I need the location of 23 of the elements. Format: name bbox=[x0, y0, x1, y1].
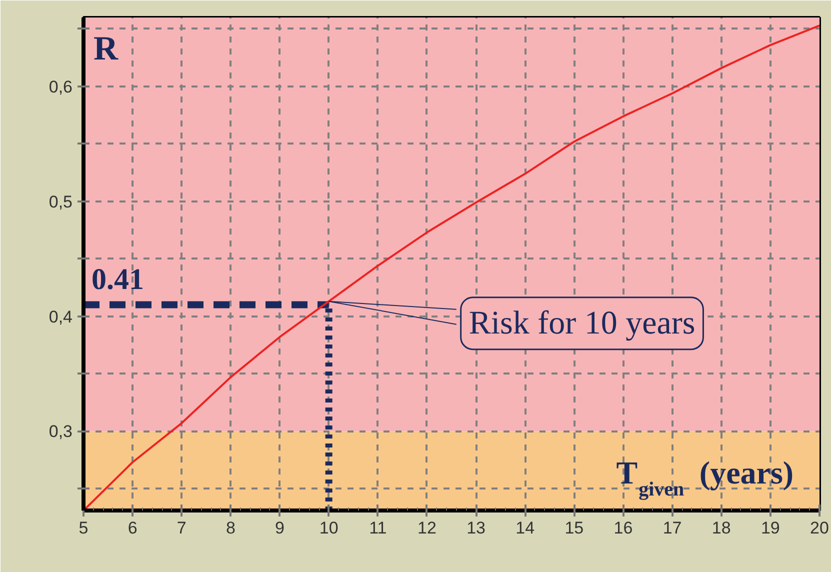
y-tick-label: 0,4 bbox=[48, 307, 73, 326]
y-tick-label: 0,6 bbox=[48, 77, 73, 96]
x-tick-label: 11 bbox=[369, 518, 387, 538]
annotation: Risk for 10 years bbox=[468, 305, 696, 342]
x-tick-label: 17 bbox=[662, 518, 682, 538]
x-tick-label: 7 bbox=[176, 518, 186, 538]
y-tick-label: 0,3 bbox=[48, 422, 73, 442]
x-tick-label: 20 bbox=[810, 518, 829, 538]
x-tick-label: 5 bbox=[78, 518, 88, 538]
x-tick-label: 15 bbox=[564, 518, 584, 538]
x-tick-label: 9 bbox=[275, 518, 285, 538]
x-tick-label: 8 bbox=[226, 518, 236, 538]
y-axis-title: R bbox=[94, 30, 118, 68]
x-tick-label: 6 bbox=[128, 518, 138, 538]
x-tick-label: 18 bbox=[712, 518, 731, 538]
x-tick-label: 19 bbox=[760, 518, 780, 538]
y-tick-label: 0,5 bbox=[48, 192, 73, 212]
x-tick-label: 12 bbox=[418, 518, 436, 538]
ref-line-label: 0.41 bbox=[92, 262, 144, 296]
x-tick-label: 13 bbox=[466, 518, 486, 538]
x-tick-label: 16 bbox=[614, 518, 633, 538]
x-tick-label: 14 bbox=[516, 518, 535, 538]
x-tick-label: 10 bbox=[319, 518, 338, 538]
